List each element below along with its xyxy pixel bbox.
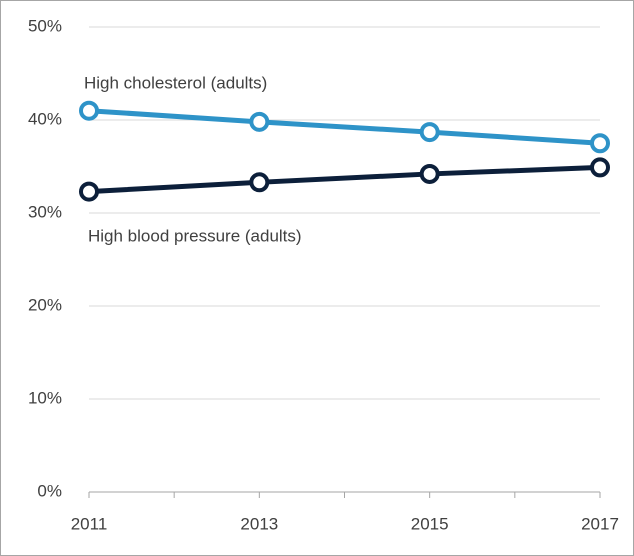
point-marker	[79, 181, 99, 202]
y-tick-label: 30%	[28, 202, 62, 221]
series-label: High blood pressure (adults)	[88, 226, 302, 245]
point-marker	[419, 163, 440, 184]
series-label: High cholesterol (adults)	[84, 73, 267, 92]
x-tick-label: 2017	[581, 514, 619, 533]
x-tick-label: 2013	[240, 514, 278, 533]
point-marker	[249, 172, 270, 193]
y-tick-label: 10%	[28, 388, 62, 407]
point-marker	[590, 157, 610, 178]
point-marker	[419, 122, 440, 143]
point-marker	[79, 100, 99, 121]
point-marker	[590, 133, 610, 154]
y-tick-label: 40%	[28, 109, 62, 128]
series-line	[88, 164, 601, 195]
y-tick-label: 20%	[28, 295, 62, 314]
point-marker	[249, 111, 270, 132]
x-tick-label: 2015	[411, 514, 449, 533]
series-line	[88, 108, 601, 146]
y-tick-label: 50%	[28, 16, 62, 35]
x-tick-label: 2011	[71, 514, 108, 533]
y-tick-label: 0%	[37, 481, 62, 500]
